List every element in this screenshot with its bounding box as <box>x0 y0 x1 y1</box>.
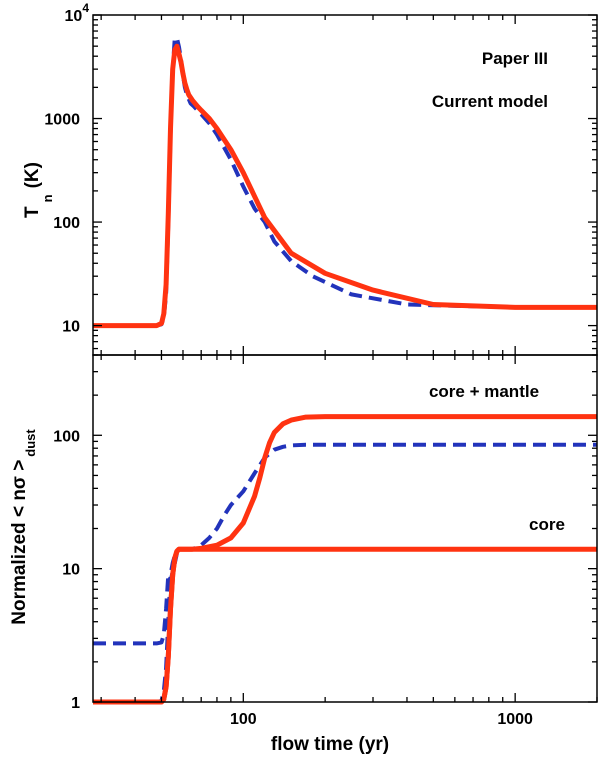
annotation-core-mantle: core + mantle <box>429 382 539 401</box>
legend: Paper III Current model <box>432 49 548 111</box>
top-ytick-label: 10 <box>62 319 80 336</box>
xtick-label: 1000 <box>497 711 533 728</box>
xtick-label: 100 <box>230 711 257 728</box>
top-ytick-label: 1000 <box>44 112 80 129</box>
top-panel: 10 100 1000 104 Paper III Current model Tn(… <box>22 1 598 356</box>
bottom-ticks: 1 10 100 100 1000 <box>53 354 598 728</box>
annotation-core: core <box>529 515 565 534</box>
bottom-ytick-label: 10 <box>62 562 80 579</box>
bottom-ytick-label: 100 <box>53 428 80 445</box>
top-series-group <box>93 36 597 329</box>
top-series-current-model <box>93 43 597 329</box>
top-ticks: 10 100 1000 104 <box>44 1 598 355</box>
bottom-series-paper-iii-core-mantle <box>93 442 597 646</box>
top-ytick-label: 100 <box>53 215 80 232</box>
top-y-axis-label: Tn(K) <box>22 162 55 218</box>
bottom-y-axis-label: Normalized < nσ >dust <box>9 429 38 625</box>
legend-paper-iii: Paper III <box>482 49 548 68</box>
bottom-ytick-label: 1 <box>71 695 80 712</box>
bottom-series-group <box>93 414 597 705</box>
bottom-series-current-model-core <box>93 546 597 705</box>
x-axis-label: flow time (yr) <box>271 734 389 755</box>
legend-current-model: Current model <box>432 92 548 111</box>
top-ytick-label: 104 <box>65 1 90 25</box>
bottom-panel: 1 10 100 100 1000 core + mantle core Normali… <box>9 354 598 755</box>
